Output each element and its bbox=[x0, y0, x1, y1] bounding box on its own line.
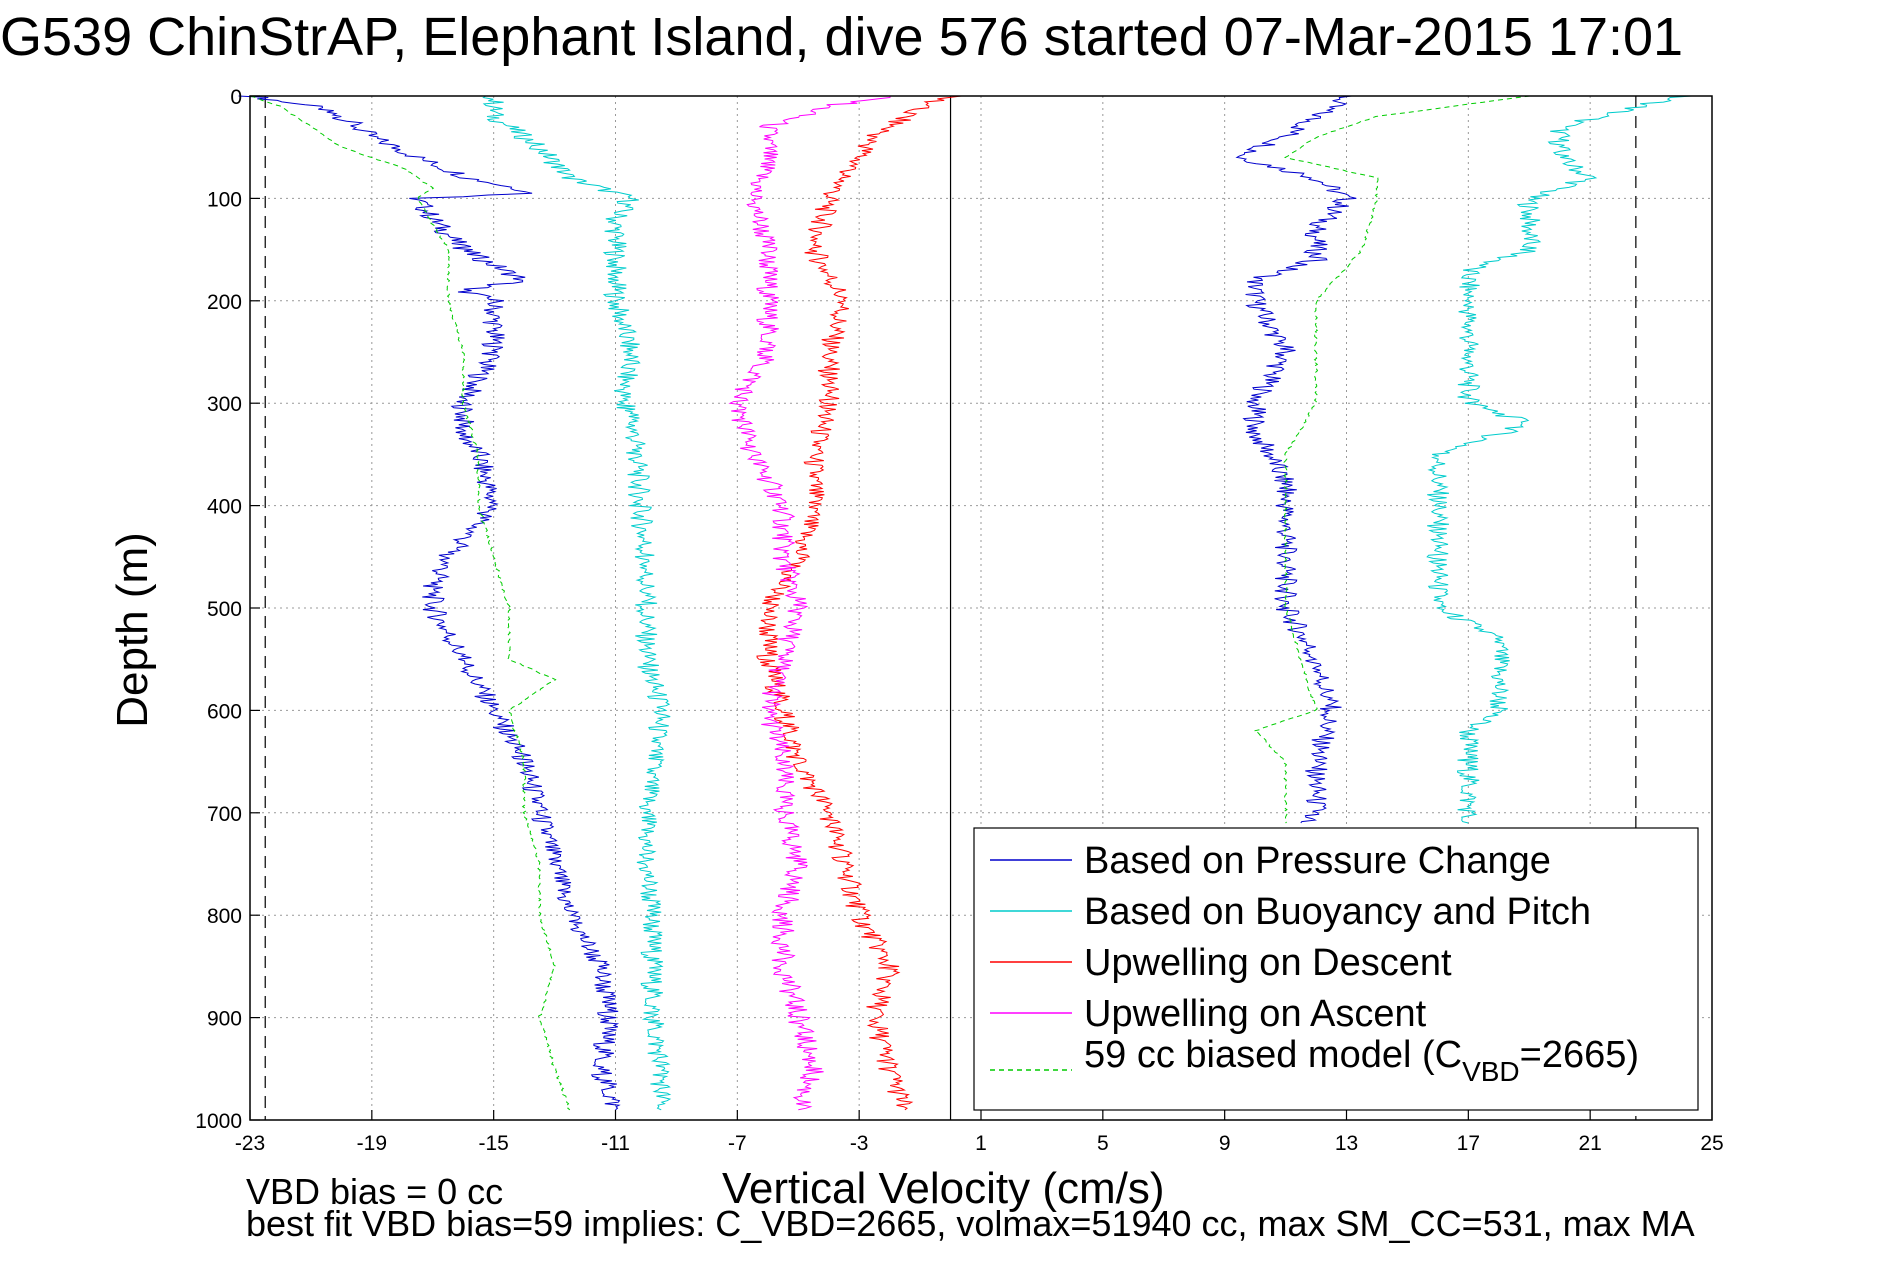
x-tick-label: -19 bbox=[357, 1132, 387, 1155]
x-tick-label: -15 bbox=[478, 1132, 508, 1155]
chart-title: G539 ChinStrAP, Elephant Island, dive 57… bbox=[0, 7, 1684, 67]
y-tick-label: 600 bbox=[207, 700, 242, 723]
legend-label: Upwelling on Ascent bbox=[1084, 993, 1427, 1035]
y-tick-label: 1000 bbox=[195, 1110, 242, 1133]
x-axis-label: Vertical Velocity (cm/s) bbox=[722, 1164, 1165, 1213]
x-tick-label: -11 bbox=[601, 1132, 630, 1155]
y-tick-label: 700 bbox=[207, 803, 242, 826]
series-layer bbox=[238, 95, 1692, 1111]
y-tick-label: 300 bbox=[207, 393, 242, 416]
series-line-2 bbox=[1426, 95, 1692, 824]
x-tick-label: 13 bbox=[1335, 1132, 1358, 1155]
reference-lines bbox=[264, 96, 1637, 1120]
y-ticks: 0 100 200 300 400 500 600 700 800 900 1000 bbox=[195, 86, 260, 1133]
series-line-5 bbox=[250, 95, 571, 1111]
series-line-2 bbox=[482, 95, 672, 1111]
y-tick-label: 900 bbox=[207, 1008, 242, 1031]
y-tick-label: 100 bbox=[207, 188, 242, 211]
series-line-5 bbox=[1252, 95, 1530, 824]
y-axis-label: Depth (m) bbox=[108, 532, 157, 728]
series-line-3 bbox=[756, 95, 962, 1111]
y-tick-label: 500 bbox=[207, 598, 242, 621]
series-line-4 bbox=[728, 95, 891, 1111]
x-tick-label: -7 bbox=[728, 1132, 747, 1155]
x-tick-label: -23 bbox=[235, 1132, 265, 1155]
x-tick-label: 25 bbox=[1700, 1132, 1723, 1155]
legend: Based on Pressure Change Based on Buoyanc… bbox=[973, 827, 1699, 1111]
x-tick-label: 5 bbox=[1097, 1132, 1109, 1155]
y-tick-label: 400 bbox=[207, 496, 242, 519]
series-line-1 bbox=[238, 95, 621, 1111]
x-tick-label: 21 bbox=[1578, 1132, 1601, 1155]
x-tick-label: -3 bbox=[850, 1132, 869, 1155]
x-tick-label: 9 bbox=[1219, 1132, 1231, 1155]
y-tick-label: 0 bbox=[230, 86, 242, 109]
x-tick-label: 17 bbox=[1457, 1132, 1480, 1155]
legend-label: Based on Buoyancy and Pitch bbox=[1084, 891, 1591, 933]
vbd-bias-note: VBD bias = 0 cc bbox=[246, 1171, 504, 1212]
legend-box bbox=[973, 827, 1699, 1111]
legend-label: Based on Pressure Change bbox=[1084, 840, 1551, 882]
series-line-1 bbox=[1235, 95, 1357, 824]
y-tick-label: 200 bbox=[207, 291, 242, 314]
best-fit-note: best fit VBD bias=59 implies: C_VBD=2665… bbox=[246, 1203, 1695, 1244]
y-tick-label: 800 bbox=[207, 905, 242, 928]
x-ticks: -23 -19 -15 -11 -7 -3 1 5 9 13 17 21 25 bbox=[235, 1110, 1724, 1155]
x-tick-label: 1 bbox=[975, 1132, 987, 1155]
legend-label: Upwelling on Descent bbox=[1084, 942, 1452, 984]
